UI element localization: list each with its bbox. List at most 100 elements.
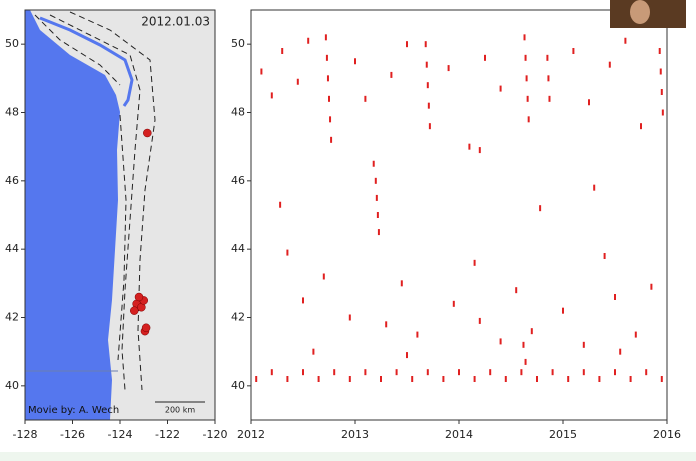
tremor-point [524, 358, 527, 365]
y-tick-label: 40 [231, 379, 245, 392]
tremor-point [551, 369, 554, 376]
tremor-point [515, 287, 518, 294]
tremor-point [324, 34, 327, 41]
x-tick-label: 2016 [653, 428, 681, 441]
contour [69, 11, 156, 391]
tremor-point [260, 68, 263, 75]
webcam-face [630, 0, 650, 24]
tremor-point [619, 348, 622, 355]
y-tick-label: 48 [5, 106, 19, 119]
tremor-point [333, 369, 336, 376]
tremor-point [452, 300, 455, 307]
tremor-point [598, 376, 601, 382]
tremor-point [406, 41, 408, 48]
tremor-point [468, 143, 471, 150]
tremor-point [478, 317, 481, 324]
tremor-point [328, 95, 330, 102]
tremor-point [473, 259, 476, 266]
credit: Movie by: A. Wech [28, 405, 119, 416]
tremor-point [473, 376, 476, 382]
tremor-point [659, 68, 662, 75]
tremor-point [375, 194, 378, 201]
tremor-point [593, 184, 596, 191]
tremor-point [522, 341, 525, 348]
tremor-point [634, 331, 637, 338]
tremor-point [499, 85, 502, 92]
tremor-point [520, 369, 523, 376]
tremor-point [307, 37, 310, 44]
tremor-point [525, 75, 528, 82]
tremor-point [255, 376, 258, 382]
tremor-point [302, 369, 304, 376]
tremor-point [390, 71, 393, 78]
x-tick-label: -126 [60, 428, 85, 441]
tremor-point [567, 376, 570, 382]
x-tick-label: -122 [155, 428, 180, 441]
date-label: 2012.01.03 [141, 15, 210, 29]
tremor-point [364, 369, 367, 376]
tremor-point [499, 338, 502, 345]
tremor-point [425, 61, 428, 68]
tremor-point [650, 283, 653, 290]
land [30, 10, 215, 420]
tremor-point [395, 369, 398, 376]
tremor-point [572, 48, 575, 54]
tremor-point [484, 54, 486, 61]
tremor-point [582, 369, 585, 376]
tremor-point [354, 58, 356, 65]
tremor-point [317, 376, 320, 382]
x-tick-label: 2015 [549, 428, 577, 441]
tremor-point [385, 321, 388, 328]
y-tick-label: 42 [5, 311, 19, 324]
tremor-cluster [141, 323, 151, 332]
tremor-point [504, 376, 507, 382]
scale-label: 200 km [165, 406, 195, 415]
tremor-point [406, 352, 408, 359]
tremor-point [426, 369, 429, 376]
tremor-point [640, 123, 642, 130]
tremor-point [348, 314, 351, 321]
y-tick-label: 44 [5, 242, 19, 255]
tremor-point [270, 369, 273, 376]
tremor-point [582, 341, 585, 348]
tremor-point [372, 160, 375, 167]
tremor-point [376, 212, 379, 218]
tremor-point [281, 48, 284, 54]
tremor-point [588, 99, 590, 106]
y-tick-label: 48 [231, 106, 245, 119]
tremor-point [458, 369, 460, 376]
tremor-point [645, 369, 648, 376]
tremor-point [270, 92, 273, 99]
tremor-point [377, 229, 380, 236]
tremor-point [428, 123, 431, 130]
bottom-strip [0, 452, 696, 461]
tremor-point [478, 147, 481, 154]
tremor-point [286, 249, 289, 256]
tremor-point [562, 307, 564, 314]
tremor-point [489, 369, 492, 376]
tremor-point [374, 177, 377, 184]
x-tick-label: -120 [203, 428, 228, 441]
tremor-cluster [143, 128, 152, 138]
tremor-point [658, 48, 661, 54]
tremor-point [547, 75, 550, 82]
tremor-point [380, 376, 382, 382]
tremor-point [603, 253, 606, 259]
tremor-point [296, 78, 299, 85]
tremor-point [539, 205, 542, 212]
tremor-point [329, 116, 332, 123]
tremor-point [426, 82, 429, 89]
x-tick-label: 2014 [445, 428, 473, 441]
tremor-point [330, 136, 333, 143]
tremor-point [322, 273, 325, 280]
tremor-point [416, 331, 419, 338]
tremor-point [447, 65, 450, 72]
y-tick-label: 40 [5, 379, 19, 392]
tremor-point [660, 376, 663, 382]
contour [117, 114, 127, 361]
tremor-point [302, 297, 304, 304]
tremor-point [546, 54, 549, 61]
map-base [24, 9, 216, 421]
tremor-point [348, 376, 351, 382]
